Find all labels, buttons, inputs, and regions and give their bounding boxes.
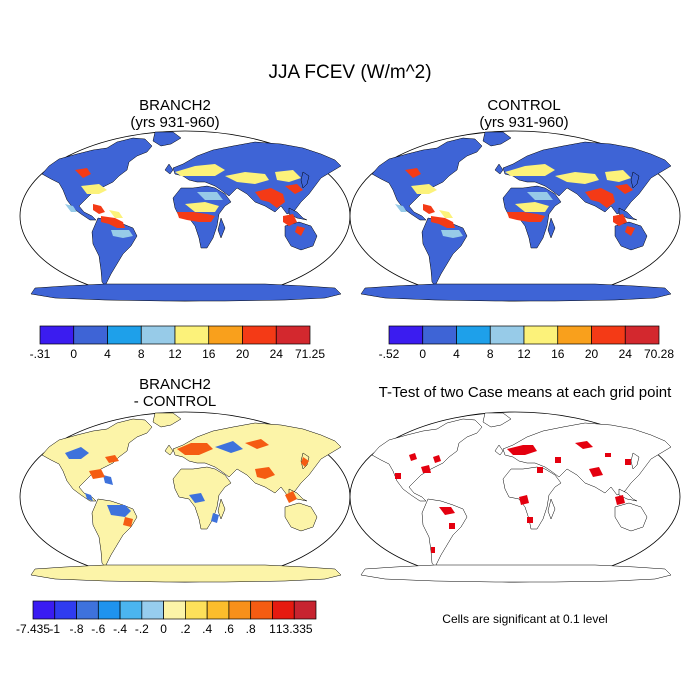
panel-title-control-years: (yrs 931-960)	[479, 114, 569, 131]
panel-title-diff-name: BRANCH2	[139, 376, 211, 393]
colorbar-branch2-swatch	[174, 325, 210, 345]
colorbar-diff-swatch	[206, 600, 230, 620]
colorbar-control-swatch	[388, 325, 424, 345]
colorbar-diff-label: -1	[49, 622, 60, 636]
colorbar-diff-swatch	[272, 600, 295, 620]
colorbar-diff-swatch	[185, 600, 208, 620]
colorbar-branch2-swatch	[107, 325, 142, 345]
colorbar-control-swatch	[591, 325, 626, 345]
panel-title-ttest: T-Test of two Case means at each grid po…	[378, 384, 672, 401]
colorbar-diff-swatch	[293, 600, 317, 620]
colorbar-diff-label: -.6	[91, 622, 105, 636]
panel-title-branch2-years: (yrs 931-960)	[130, 114, 220, 131]
colorbar-branch2-swatch	[208, 325, 243, 345]
colorbar-branch2-label: 20	[236, 347, 250, 361]
colorbar-diff-label: -.2	[135, 622, 149, 636]
colorbar-control-label: -.52	[379, 347, 400, 361]
colorbar-control-label: 0	[419, 347, 426, 361]
colorbar-control: -.52 0 4 8 12 16 20 24 70.28	[379, 325, 674, 361]
colorbar-control-label: 20	[585, 347, 599, 361]
colorbar-diff-label: -7.435	[16, 622, 50, 636]
colorbar-control-swatch	[489, 325, 525, 345]
panel-title-control: CONTROL (yrs 931-960)	[424, 97, 624, 131]
colorbar-control-swatch	[523, 325, 559, 345]
colorbar-diff-swatch	[163, 600, 186, 620]
colorbar-branch2-label: 12	[168, 347, 182, 361]
colorbar-diff-swatch	[97, 600, 121, 620]
figure-title: JJA FCEV (W/m^2)	[268, 62, 432, 83]
colorbar-diff-swatch	[228, 600, 252, 620]
colorbar-branch2-label: 71.25	[295, 347, 325, 361]
colorbar-diff-swatch	[119, 600, 143, 620]
colorbar-control-label: 12	[517, 347, 531, 361]
colorbar-diff-label: 1	[269, 622, 276, 636]
colorbar-branch2-swatch	[39, 325, 75, 345]
colorbar-control-label: 16	[551, 347, 565, 361]
panel-title-diff-sub: - CONTROL	[133, 393, 217, 410]
panel-title-control-name: CONTROL	[487, 97, 561, 114]
colorbar-control-label: 8	[487, 347, 494, 361]
colorbar-diff-swatch	[76, 600, 99, 620]
colorbar-diff-swatch	[32, 600, 56, 620]
colorbar-branch2-swatch	[275, 325, 311, 345]
colorbar-branch2-swatch	[242, 325, 277, 345]
colorbar-diff-label: .4	[202, 622, 212, 636]
colorbar-branch2-swatch	[140, 325, 176, 345]
colorbar-branch2-swatch	[73, 325, 108, 345]
colorbar-branch2-label: 16	[202, 347, 216, 361]
colorbar-branch2-label: 24	[270, 347, 284, 361]
colorbar-diff-label: .2	[180, 622, 190, 636]
colorbar-branch2-label: 0	[70, 347, 77, 361]
panel-title-branch2-name: BRANCH2	[139, 97, 211, 114]
colorbar-branch2-label: 8	[138, 347, 145, 361]
colorbar-control-swatch	[422, 325, 457, 345]
colorbar-diff-label: -.8	[70, 622, 84, 636]
panel-title-branch2: BRANCH2 (yrs 931-960)	[75, 97, 275, 131]
colorbar-branch2-label: -.31	[30, 347, 51, 361]
colorbar-control-swatch	[456, 325, 491, 345]
colorbar-diff-label: 0	[160, 622, 167, 636]
colorbar-control-label: 4	[453, 347, 460, 361]
colorbar-diff: -7.435 -1 -.8 -.6 -.4 -.2 0 .2 .4 .6 .8 1 13.335	[16, 600, 317, 636]
colorbar-diff-label: .6	[224, 622, 234, 636]
map-diff	[19, 411, 351, 583]
colorbar-control-label: 70.28	[644, 347, 674, 361]
colorbar-diff-swatch	[141, 600, 164, 620]
map-ttest	[349, 411, 681, 583]
colorbar-diff-swatch	[54, 600, 77, 620]
colorbar-diff-swatch	[250, 600, 273, 620]
significance-note: Cells are significant at 0.1 level	[442, 612, 608, 626]
map-control	[349, 130, 681, 302]
colorbar-control-swatch	[624, 325, 660, 345]
panel-title-diff: BRANCH2 - CONTROL	[75, 376, 275, 410]
colorbar-diff-label: .8	[246, 622, 256, 636]
colorbar-diff-label: 13.335	[276, 622, 313, 636]
colorbar-diff-label: -.4	[113, 622, 127, 636]
colorbar-branch2: -.31 0 4 8 12 16 20 24 71.25	[30, 325, 325, 361]
colorbar-branch2-label: 4	[104, 347, 111, 361]
colorbar-control-swatch	[557, 325, 592, 345]
map-branch2	[19, 130, 351, 302]
colorbar-control-label: 24	[619, 347, 633, 361]
